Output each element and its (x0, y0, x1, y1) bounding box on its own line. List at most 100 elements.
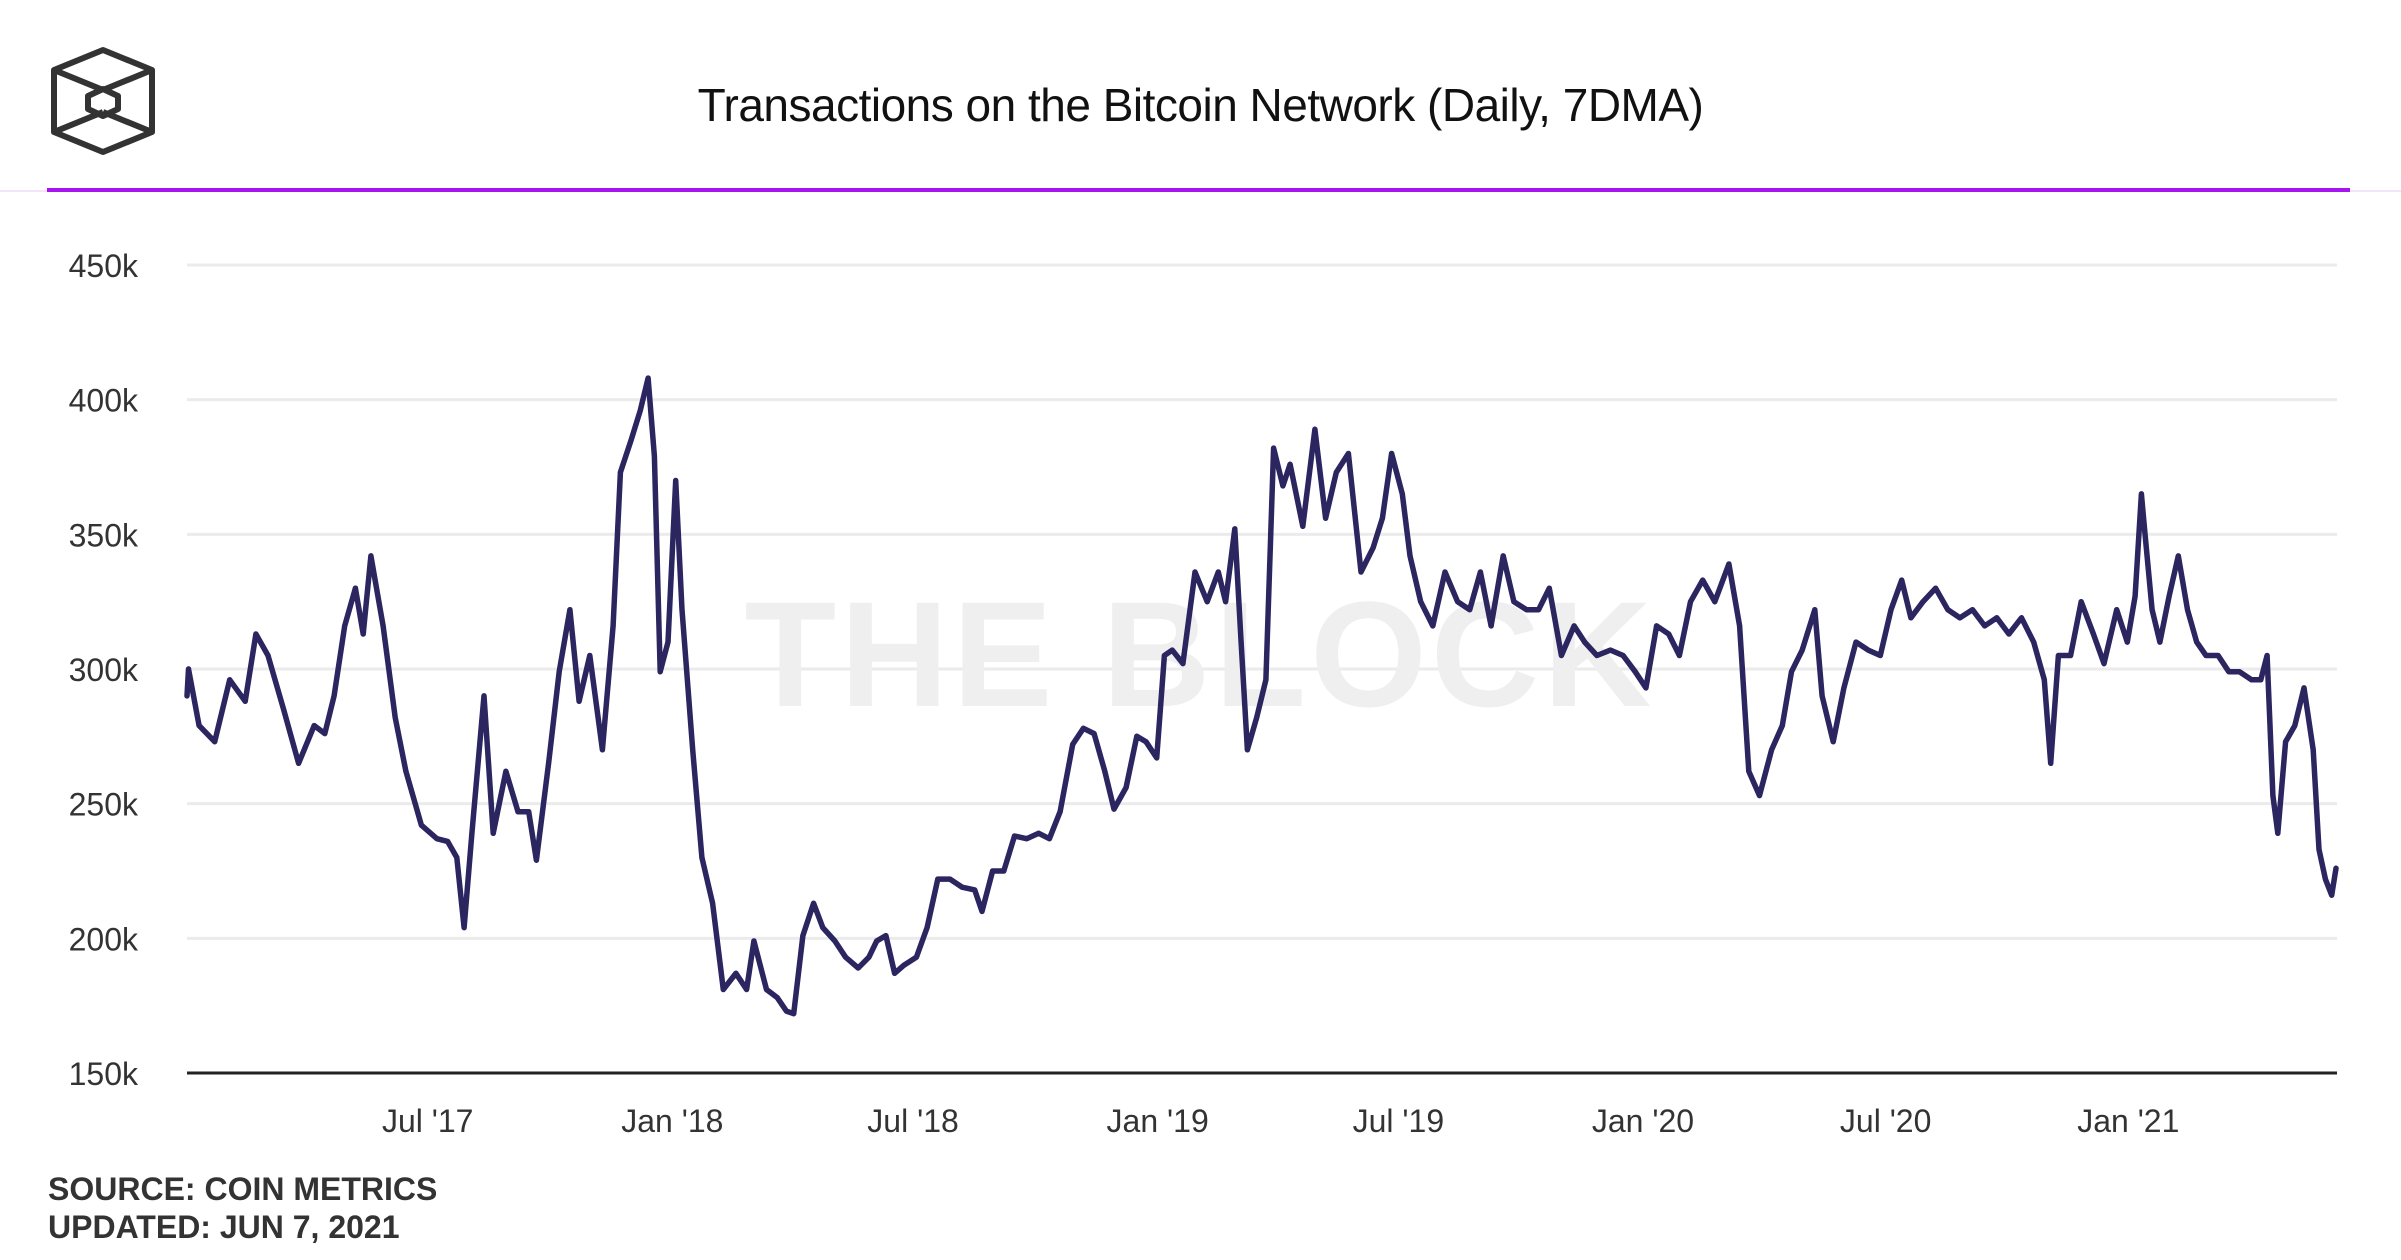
data-point (2215, 653, 2221, 658)
data-point (1571, 623, 1577, 629)
data-point (883, 933, 889, 939)
data-point (2149, 607, 2155, 613)
data-point (1012, 833, 1017, 839)
data-point (2322, 876, 2328, 882)
data-point (1500, 553, 1506, 559)
data-point (281, 706, 287, 712)
data-point (2101, 661, 2107, 667)
data-point (1111, 806, 1117, 812)
data-point (296, 760, 302, 766)
data-point (935, 876, 941, 882)
data-point (445, 838, 451, 844)
data-point (2132, 593, 2138, 599)
data-point (1134, 733, 1140, 739)
chart-header: Transactions on the Bitcoin Network (Dai… (0, 0, 2401, 192)
y-tick-label: 250k (69, 787, 139, 823)
data-point (913, 954, 919, 960)
data-point (1102, 768, 1108, 774)
data-point (2141, 523, 2147, 529)
data-point (1908, 615, 1914, 621)
data-point (1024, 836, 1030, 842)
data-points (184, 375, 2339, 1017)
data-point (1389, 451, 1395, 456)
data-point (800, 933, 806, 939)
data-point (744, 987, 750, 992)
data-point (990, 868, 996, 874)
data-point (2258, 677, 2264, 683)
data-point (733, 970, 739, 976)
y-tick-label: 300k (69, 652, 139, 688)
data-point (2226, 669, 2232, 675)
data-point (610, 623, 616, 629)
data-point (1223, 599, 1229, 605)
data-point (212, 739, 218, 745)
data-point (2068, 653, 2074, 658)
data-point (1643, 685, 1649, 691)
x-tick-label: Jan '19 (1107, 1103, 1209, 1139)
data-point (1546, 585, 1552, 591)
data-point (1676, 653, 1682, 658)
data-point (2203, 653, 2209, 658)
data-point (832, 938, 838, 944)
x-tick-label: Jan '18 (621, 1103, 723, 1139)
data-point (2166, 593, 2172, 599)
data-point (657, 669, 663, 675)
data-point (1080, 725, 1086, 731)
data-point (434, 836, 440, 842)
data-point (1920, 599, 1926, 605)
y-tick-label: 450k (69, 248, 139, 284)
data-point (690, 747, 696, 753)
y-axis-tick-labels: 150k 200k 250k 300k 350k 400k 450k (69, 248, 139, 1092)
data-point (2270, 793, 2276, 799)
data-point (843, 954, 849, 960)
data-point (196, 723, 202, 729)
data-point (1192, 569, 1198, 575)
data-point (331, 693, 337, 699)
data-point (461, 925, 467, 931)
data-point (1323, 515, 1329, 521)
data-point (1632, 669, 1638, 675)
data-point (2041, 677, 2047, 683)
data-point (892, 970, 898, 976)
x-tick-label: Jan '20 (1592, 1103, 1694, 1139)
data-point (360, 631, 366, 637)
data-point (184, 693, 190, 699)
data-point (1994, 615, 2000, 621)
data-point (874, 938, 880, 944)
data-point (1899, 577, 1905, 583)
data-point (186, 666, 191, 672)
data-point (1154, 755, 1160, 761)
data-point (490, 830, 496, 836)
data-point (1287, 461, 1293, 467)
data-point (1312, 426, 1318, 432)
x-tick-label: Jul '18 (867, 1103, 959, 1139)
data-point (526, 809, 532, 815)
data-point (628, 437, 634, 443)
data-point (1594, 653, 1600, 658)
data-point (901, 962, 907, 968)
data-point (1379, 515, 1385, 521)
data-point (1757, 793, 1762, 799)
data-point (1467, 607, 1473, 613)
data-point (1442, 569, 1448, 575)
y-tick-label: 350k (69, 517, 139, 553)
header-divider-right (2350, 190, 2401, 192)
data-point (481, 693, 487, 699)
data-point (1582, 639, 1588, 645)
data-point (617, 469, 623, 475)
data-point (751, 938, 757, 944)
header-divider (47, 188, 2350, 192)
data-point (1654, 623, 1660, 629)
data-point (637, 407, 643, 413)
updated-note: UPDATED: JUN 7, 2021 (48, 1209, 400, 1245)
data-point (2124, 639, 2130, 645)
data-point (403, 768, 409, 774)
data-point (368, 553, 374, 559)
data-point (1830, 739, 1836, 745)
data-point (665, 639, 671, 645)
data-point (1789, 669, 1794, 675)
data-point (265, 653, 271, 658)
data-point (469, 830, 475, 836)
data-point (2055, 653, 2061, 658)
data-point (1001, 868, 1007, 874)
